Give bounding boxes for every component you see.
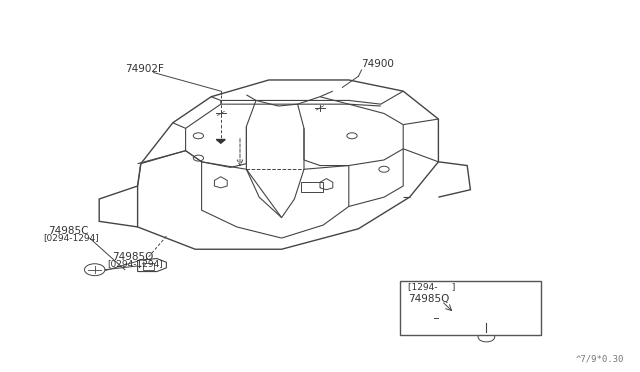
Bar [301,182,323,192]
Text: [0294-1294]: [0294-1294] [108,259,163,268]
Polygon shape [216,140,225,143]
Text: 74985Q: 74985Q [112,252,154,262]
Text: [1294-     ]: [1294- ] [408,282,455,291]
Bar [143,263,154,270]
Text: 74985Q: 74985Q [408,294,449,304]
Text: [0294-1294]: [0294-1294] [44,233,99,242]
Text: 74900: 74900 [362,59,394,69]
Text: 74985C: 74985C [48,226,88,236]
Text: 74902F: 74902F [125,64,164,74]
Bar [400,281,541,335]
Text: ^7/9*0.30: ^7/9*0.30 [575,355,624,364]
